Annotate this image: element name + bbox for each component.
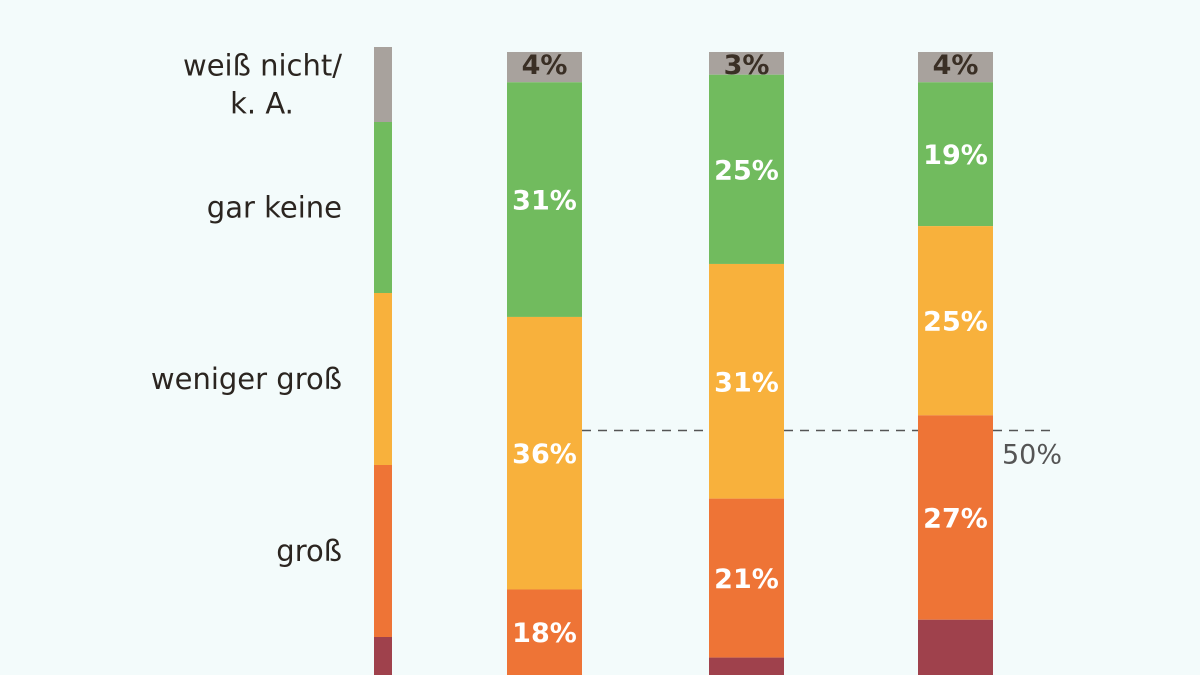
legend-label: weniger groß: [151, 362, 342, 396]
data-label: 36%: [512, 439, 577, 470]
bar-segment: [918, 82, 993, 227]
legend-label: k. A.: [230, 87, 294, 121]
data-label: 4%: [933, 50, 979, 81]
legend-swatch: [374, 293, 392, 465]
data-label: 31%: [714, 367, 779, 398]
data-label: 19%: [923, 140, 988, 171]
bar-segment: [507, 82, 582, 317]
data-label: 18%: [512, 618, 577, 649]
category-header-mitbewohner: Mitbewohner: [852, 0, 1060, 5]
reference-line-label: 50%: [1002, 440, 1062, 471]
bar-segment: [507, 52, 582, 83]
bar-segment: [709, 498, 784, 658]
bar-segment: [918, 226, 993, 416]
legend-label: gar keine: [207, 191, 342, 225]
category-header-nachbar: Nachbar: [479, 0, 611, 5]
legend-swatch: [374, 47, 392, 122]
bar-segment: [709, 74, 784, 264]
data-label: 4%: [522, 50, 568, 81]
bar-segment: [507, 589, 582, 675]
bar-segment: [918, 52, 993, 83]
legend-swatch: [374, 465, 392, 637]
legend-label: groß: [276, 534, 342, 568]
data-label: 25%: [923, 307, 988, 338]
data-label: 27%: [923, 504, 988, 535]
data-label: 21%: [714, 564, 779, 595]
bar-segment: [709, 263, 784, 499]
bar-segment: [709, 657, 784, 675]
legend-swatch: [374, 122, 392, 293]
bar-segment: [918, 415, 993, 620]
bar-segment: [918, 619, 993, 675]
category-header-mieter: Mieter: [695, 0, 798, 5]
data-label: 25%: [714, 155, 779, 186]
legend-swatch: [374, 637, 392, 675]
bar-segment: [507, 316, 582, 590]
bar-segment: [709, 52, 784, 75]
data-label: 31%: [512, 186, 577, 217]
legend-label: weiß nicht/: [183, 49, 342, 83]
